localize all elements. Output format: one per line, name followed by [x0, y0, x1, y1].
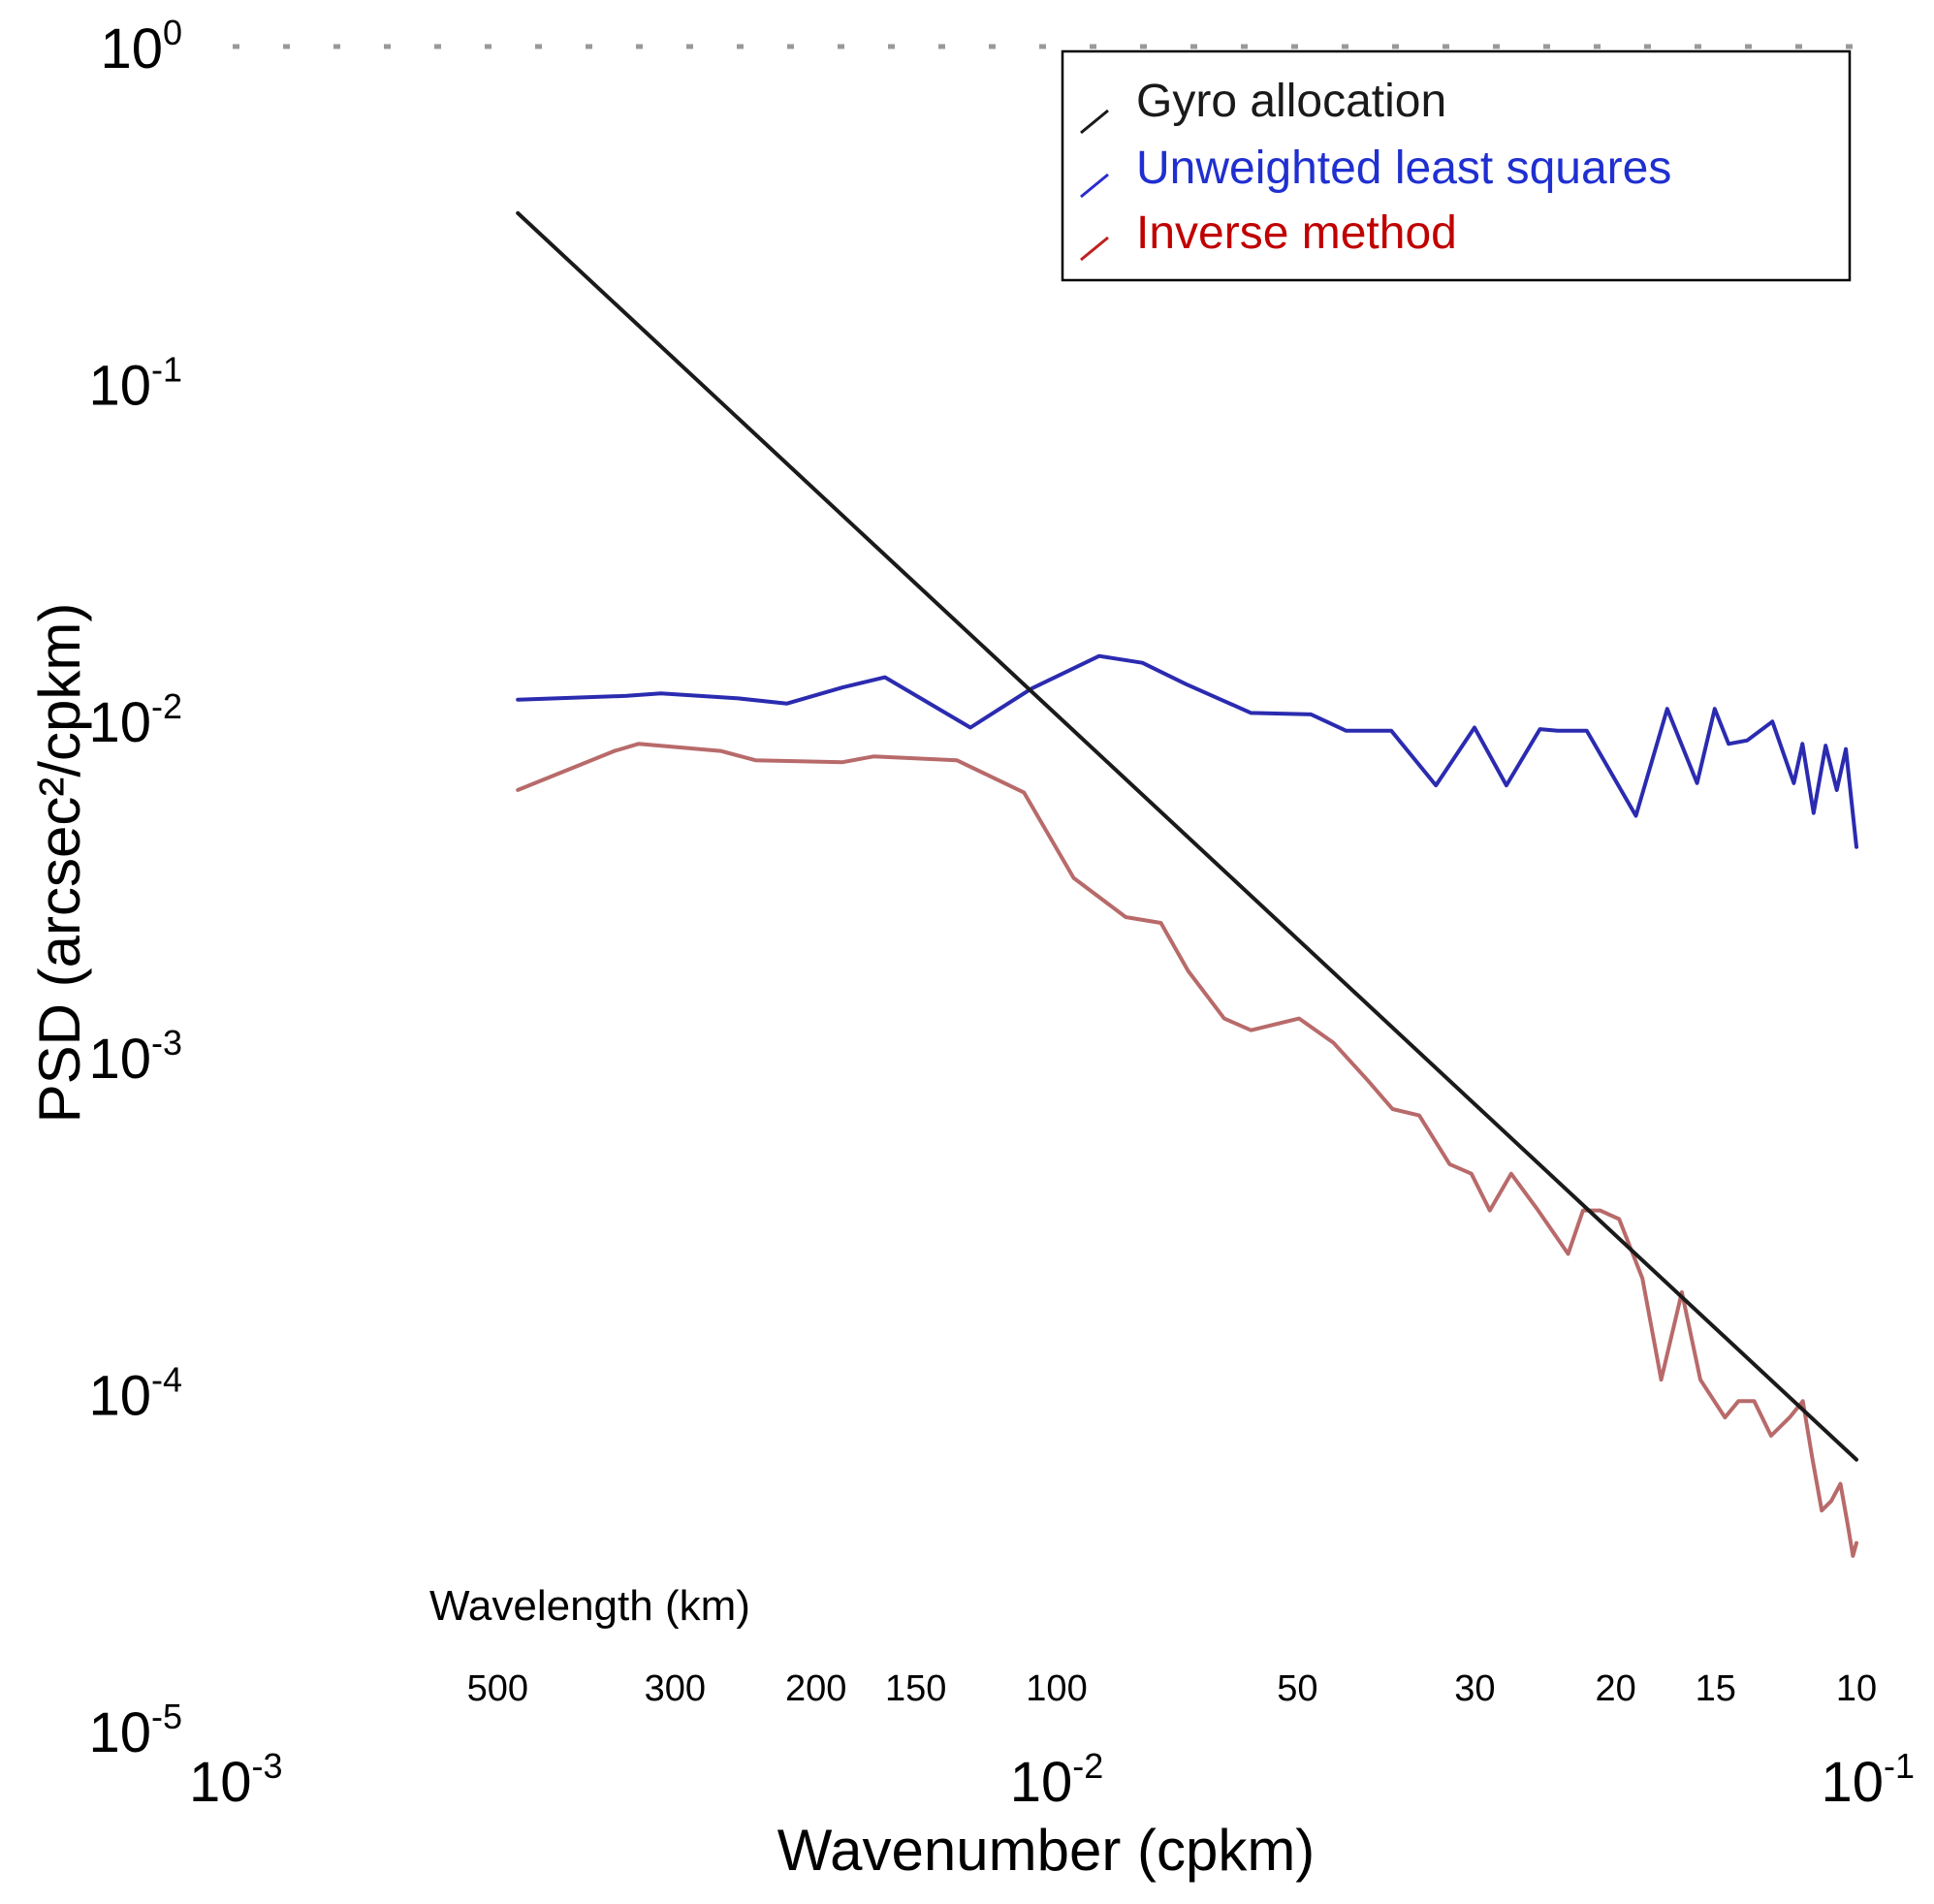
y-tick-label: 10-1 — [88, 349, 182, 417]
x-tick-label: 10-2 — [1010, 1746, 1104, 1814]
wavelength-tick-label: 20 — [1596, 1668, 1636, 1709]
wavelength-tick-label: 30 — [1454, 1668, 1495, 1709]
legend: Gyro allocation Unweighted least squares… — [1061, 49, 1852, 282]
legend-label-gyro: Gyro allocation — [1136, 76, 1446, 127]
series-line-gyro-allocation — [516, 210, 1858, 1462]
y-tick-label: 10-4 — [88, 1360, 182, 1428]
legend-label-unweighted: Unweighted least squares — [1136, 143, 1671, 194]
x-tick-label: 10-3 — [189, 1746, 283, 1814]
y-axis-label: PSD (arcsec²/cpkm) — [27, 603, 92, 1124]
series-line-unweighted-least-squares — [516, 653, 1858, 849]
y-tick-label: 10-3 — [88, 1023, 182, 1091]
x-tick-labels: 10-3 10-2 10-1 — [189, 1746, 1915, 1814]
wavelength-axis-label: Wavelength (km) — [429, 1582, 750, 1630]
wavelength-tick-label: 200 — [785, 1668, 846, 1709]
legend-swatch-unweighted — [1080, 173, 1109, 199]
legend-swatch-gyro — [1080, 109, 1109, 135]
wavelength-tick-label: 50 — [1277, 1668, 1317, 1709]
wavelength-tick-label: 100 — [1026, 1668, 1087, 1709]
x-tick-label: 10-1 — [1821, 1746, 1915, 1814]
y-tick-label: 10-2 — [88, 686, 182, 754]
legend-swatch-inverse — [1080, 236, 1109, 262]
y-tick-label: 10-5 — [88, 1697, 182, 1764]
series-lines — [516, 210, 1858, 1558]
wavelength-tick-label: 15 — [1696, 1668, 1736, 1709]
wavelength-tick-label: 300 — [645, 1668, 706, 1709]
wavelength-tick-label: 500 — [467, 1668, 528, 1709]
x-axis-label: Wavenumber (cpkm) — [777, 1818, 1316, 1883]
wavelength-tick-labels: 500 300 200 150 100 50 30 20 15 10 — [467, 1668, 1877, 1709]
y-tick-label: 100 — [100, 13, 182, 80]
legend-label-inverse: Inverse method — [1136, 207, 1457, 259]
series-line-inverse-method — [516, 742, 1858, 1558]
wavelength-tick-label: 10 — [1836, 1668, 1877, 1709]
y-tick-labels: 100 10-1 10-2 10-3 10-4 10-5 — [88, 13, 182, 1764]
wavelength-tick-label: 150 — [885, 1668, 946, 1709]
legend-box — [1061, 49, 1852, 282]
